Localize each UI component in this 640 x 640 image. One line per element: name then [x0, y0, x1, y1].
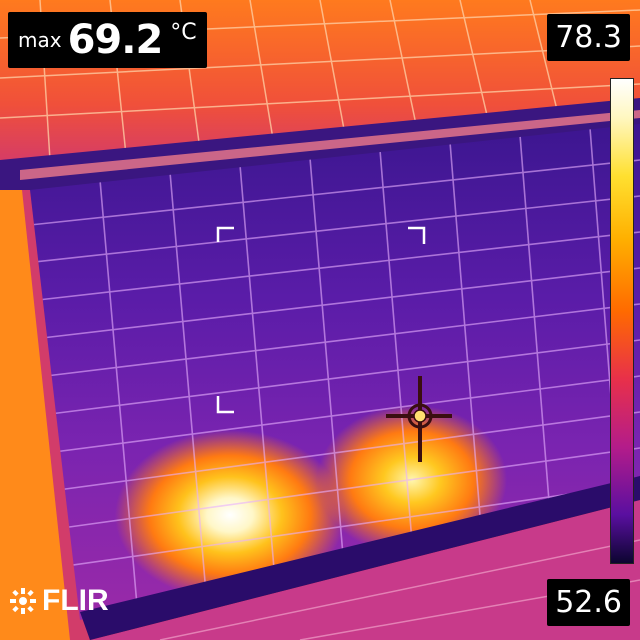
color-scale-bar: [610, 78, 634, 564]
readout-label: max: [18, 28, 62, 52]
measurement-box: [216, 226, 426, 414]
readout-value: 69.2: [67, 17, 164, 63]
crosshair-icon: [386, 376, 452, 462]
logo-text: FLIR: [42, 584, 109, 617]
readout-unit: °C: [170, 20, 197, 45]
scale-max-value: 78.3: [547, 14, 630, 61]
scale-min-value: 52.6: [547, 579, 630, 626]
flir-mark-icon: [10, 588, 36, 614]
max-temperature-readout: max 69.2 °C: [8, 12, 207, 68]
flir-logo: FLIR: [10, 584, 109, 618]
